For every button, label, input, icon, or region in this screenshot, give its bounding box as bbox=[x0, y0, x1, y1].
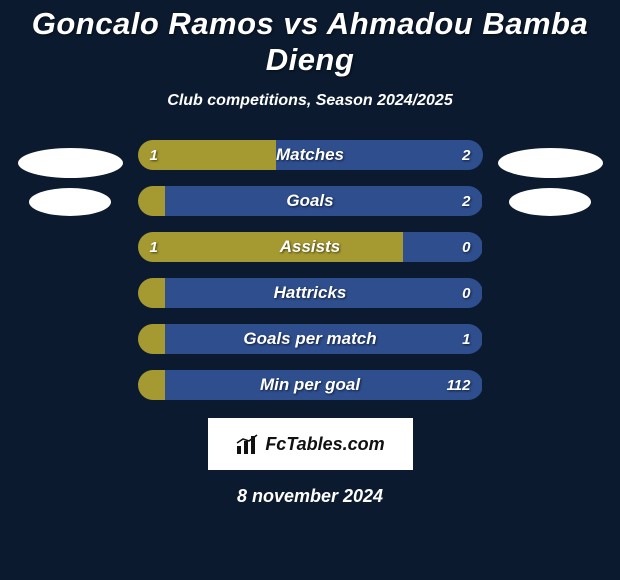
stat-value-right: 0 bbox=[462, 232, 470, 262]
stat-bar-left bbox=[138, 278, 166, 308]
stat-value-right: 1 bbox=[462, 324, 470, 354]
stat-row: 112Min per goal bbox=[138, 370, 483, 400]
stat-bar-right bbox=[165, 186, 482, 216]
stat-bar-left bbox=[138, 324, 166, 354]
right-player-photos bbox=[498, 140, 603, 216]
stat-bar-left bbox=[138, 232, 404, 262]
page-subtitle: Club competitions, Season 2024/2025 bbox=[0, 92, 620, 110]
stat-value-left: 1 bbox=[150, 232, 158, 262]
stat-row: 0Hattricks bbox=[138, 278, 483, 308]
date-text: 8 november 2024 bbox=[0, 486, 620, 507]
watermark-text: FcTables.com bbox=[265, 434, 384, 455]
stat-value-right: 0 bbox=[462, 278, 470, 308]
stat-bar-right bbox=[165, 324, 482, 354]
stat-bar-right bbox=[165, 278, 482, 308]
stat-bar-left bbox=[138, 186, 166, 216]
chart-icon bbox=[235, 434, 259, 454]
content-area: 12Matches2Goals10Assists0Hattricks1Goals… bbox=[0, 140, 620, 400]
stat-bar-right bbox=[276, 140, 483, 170]
left-player-photos bbox=[18, 140, 123, 216]
stat-bar-right bbox=[165, 370, 482, 400]
stat-row: 2Goals bbox=[138, 186, 483, 216]
stat-bars: 12Matches2Goals10Assists0Hattricks1Goals… bbox=[138, 140, 483, 400]
stat-row: 1Goals per match bbox=[138, 324, 483, 354]
stat-row: 10Assists bbox=[138, 232, 483, 262]
right-player-photo bbox=[498, 148, 603, 178]
stat-row: 12Matches bbox=[138, 140, 483, 170]
page-title: Goncalo Ramos vs Ahmadou Bamba Dieng bbox=[0, 0, 620, 78]
left-player-photo bbox=[18, 148, 123, 178]
stat-bar-left bbox=[138, 140, 276, 170]
stat-bar-left bbox=[138, 370, 166, 400]
stat-value-left: 1 bbox=[150, 140, 158, 170]
right-player-photo bbox=[509, 188, 591, 216]
stat-value-right: 2 bbox=[462, 140, 470, 170]
stat-value-right: 112 bbox=[447, 370, 471, 400]
left-player-photo bbox=[29, 188, 111, 216]
stat-value-right: 2 bbox=[462, 186, 470, 216]
watermark-badge: FcTables.com bbox=[208, 418, 413, 470]
